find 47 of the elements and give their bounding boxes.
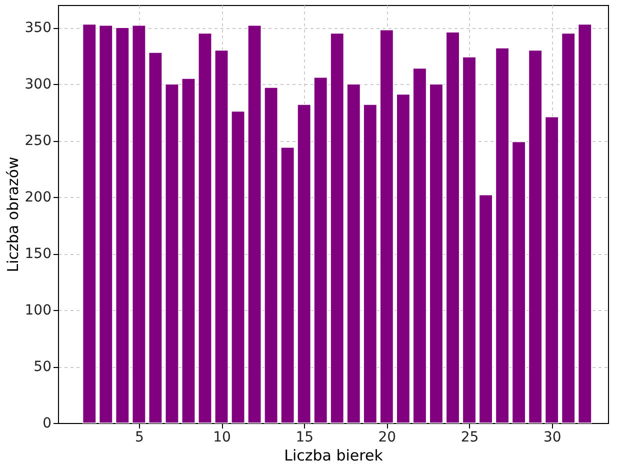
- bar: [380, 29, 394, 424]
- bar: [495, 48, 510, 424]
- bar: [181, 78, 196, 424]
- bar: [446, 32, 460, 424]
- y-tick-label: 0: [42, 416, 52, 432]
- bar: [346, 84, 361, 424]
- bar: [462, 56, 476, 424]
- bar: [578, 24, 592, 424]
- x-tick-label: 15: [296, 430, 314, 446]
- bar: [198, 32, 212, 424]
- x-tick-label: 30: [543, 430, 562, 446]
- bar: [561, 32, 576, 424]
- y-axis-title: Liczba obrazów: [4, 156, 22, 272]
- bar: [396, 94, 410, 424]
- bar: [478, 194, 493, 424]
- bar: [98, 24, 113, 424]
- x-tick-label: 25: [460, 430, 479, 446]
- x-tick-label: 5: [134, 430, 144, 446]
- bar: [264, 87, 278, 424]
- x-axis-title: Liczba bierek: [284, 446, 384, 464]
- y-tick-label: 100: [24, 302, 52, 319]
- bar: [528, 50, 542, 424]
- bar: [82, 24, 96, 424]
- bar: [544, 116, 559, 424]
- bar: [148, 52, 162, 424]
- bar: [115, 27, 130, 424]
- y-tick-label: 250: [24, 133, 52, 150]
- x-tick-label: 20: [378, 430, 396, 446]
- bar: [512, 141, 526, 424]
- y-tick-label: 150: [24, 246, 52, 262]
- y-tick-label: 300: [24, 76, 52, 93]
- bar: [248, 24, 262, 424]
- bar: [164, 84, 179, 424]
- y-tick-label: 50: [34, 359, 52, 376]
- y-tick-label: 200: [24, 190, 52, 206]
- bar: [314, 76, 328, 424]
- bar: [280, 146, 295, 424]
- bar: [429, 84, 444, 424]
- bar: [363, 104, 378, 424]
- bar: [231, 110, 246, 424]
- bar: [297, 104, 312, 424]
- y-tick-label: 350: [24, 20, 52, 36]
- bar: [132, 24, 146, 424]
- x-tick-label: 10: [213, 430, 231, 446]
- bar: [214, 50, 229, 424]
- bar: [412, 68, 427, 424]
- bar: [330, 32, 344, 424]
